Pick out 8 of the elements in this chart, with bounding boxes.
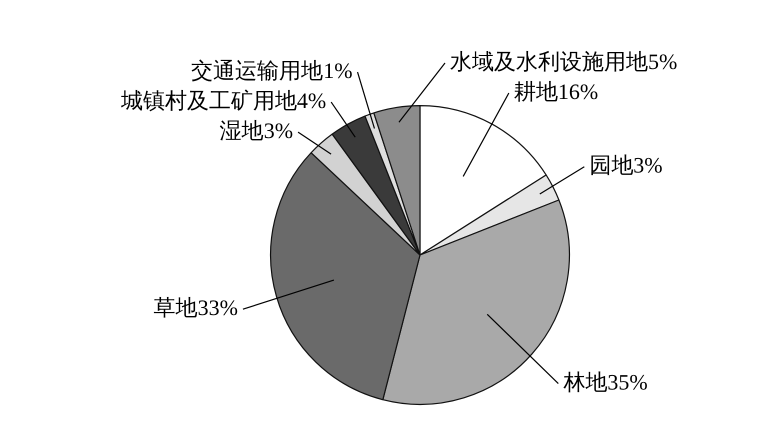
slice-label: 水域及水利设施用地5%	[450, 48, 678, 74]
slice-label: 交通运输用地1%	[191, 58, 353, 83]
slice-label: 城镇村及工矿用地4%	[120, 88, 326, 113]
slice-label: 园地3%	[589, 152, 663, 178]
slice-label: 林地35%	[562, 369, 648, 394]
slice-label: 湿地3%	[220, 118, 294, 143]
slice-label: 草地33%	[154, 295, 238, 320]
slice-label: 耕地16%	[514, 78, 598, 104]
